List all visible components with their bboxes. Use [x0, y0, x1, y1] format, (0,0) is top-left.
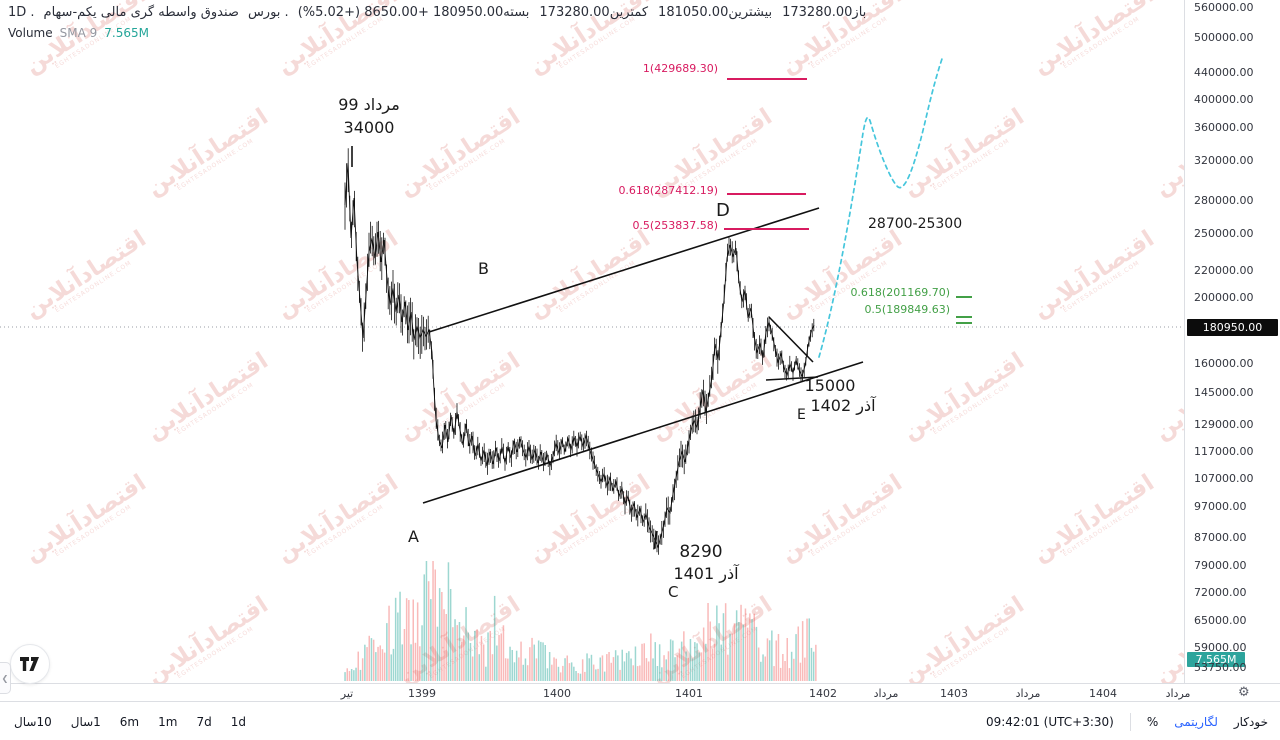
time-axis-label: 1399 [408, 687, 436, 700]
gear-icon[interactable]: ⚙ [1238, 685, 1250, 700]
time-axis-label: مرداد [1165, 687, 1191, 700]
timeframe-label: 1D . [8, 5, 35, 20]
annotation-fib-05: 0.5(253837.58) [632, 219, 718, 232]
annotation-wave-b: B [478, 259, 489, 278]
annotation-fibg-0618: 0.618(201169.70) [850, 286, 950, 299]
range-button-1سال[interactable]: 1سال [70, 714, 101, 729]
c-low-pointer [653, 530, 658, 550]
triangle-descending-line [768, 316, 814, 363]
range-button-10سال[interactable]: 10سال [14, 714, 52, 729]
symbol-legend[interactable]: 1D . صندوق واسطه گری مالی یکم-سهام بورس … [8, 5, 866, 20]
price-axis-label: 87000.00 [1194, 531, 1247, 544]
price-axis-label: 117000.00 [1194, 445, 1254, 458]
annotation-target-range: 28700-25300 [868, 216, 963, 232]
log-scale-toggle[interactable]: لگاریتمی [1174, 714, 1218, 729]
projection-dashed-path [818, 55, 944, 358]
price-axis-label: 160000.00 [1194, 357, 1254, 370]
legend-field-high: بیشترین181050.00 [658, 5, 773, 20]
left-panel-collapse-handle[interactable]: ❮ [0, 662, 11, 694]
time-axis[interactable]: ⚙ تیر 1399 1400 1401 1402 مرداد 1403 مرداد 1404 م… [0, 683, 1280, 702]
legend-field-open: باز173280.00 [782, 5, 867, 20]
date-range-buttons: 10سال 1سال 6m 1m 7d 1d [14, 702, 246, 740]
last-price-tag: 180950.00 [1187, 319, 1278, 336]
price-axis-label: 129000.00 [1194, 418, 1254, 431]
clock-label[interactable]: 09:42:01 (UTC+3:30) [985, 714, 1114, 729]
indicator-params: SMA 9 [59, 26, 98, 40]
candlestick-series [344, 148, 815, 555]
price-axis-label: 280000.00 [1194, 194, 1254, 207]
annotation-peak-month: مرداد 99 [338, 95, 400, 114]
annotation-fib-1: 1(429689.30) [642, 62, 718, 75]
chart-svg [0, 55, 1184, 681]
annotation-wave-a: A [408, 527, 419, 546]
annotation-fibg-05: 0.5(189849.63) [864, 303, 950, 316]
price-axis[interactable]: 180950.00 7.565M 560000.00 500000.00 44000… [1184, 0, 1280, 683]
volume-bars [344, 561, 817, 681]
price-axis-label: 440000.00 [1194, 66, 1254, 79]
price-backbone [344, 162, 815, 549]
time-axis-label: 1401 [675, 687, 703, 700]
annotation-c-price: 8290 [679, 542, 723, 562]
tradingview-logo[interactable] [10, 644, 50, 684]
exchange-label: بورس . [247, 5, 289, 20]
time-axis-label: 1403 [940, 687, 968, 700]
price-axis-label: 320000.00 [1194, 154, 1254, 167]
range-button-1d[interactable]: 1d [230, 714, 246, 729]
annotation-e-month: آذر 1402 [810, 396, 876, 415]
price-axis-label: 145000.00 [1194, 386, 1254, 399]
volume-indicator-legend[interactable]: Volume SMA 9 7.565M [8, 26, 149, 40]
price-axis-label: 65000.00 [1194, 614, 1247, 627]
toolbar-divider [1129, 712, 1131, 731]
indicator-name: Volume [8, 26, 53, 40]
legend-field-low: کمترین173280.00 [539, 5, 649, 20]
price-axis-label: 72000.00 [1194, 586, 1247, 599]
annotation-wave-e: E [797, 407, 806, 423]
toolbar-right-group: 09:42:01 (UTC+3:30) % لگاریتمی خودکار [986, 702, 1268, 740]
annotation-fib-0618: 0.618(287412.19) [618, 184, 718, 197]
price-axis-label: 560000.00 [1194, 1, 1254, 14]
price-axis-label: 107000.00 [1194, 472, 1254, 485]
price-axis-label: 79000.00 [1194, 559, 1247, 572]
bottom-toolbar: 10سال 1سال 6m 1m 7d 1d 09:42:01 (UTC+3:30) % … [0, 701, 1280, 740]
price-axis-label: 500000.00 [1194, 31, 1254, 44]
range-button-1m[interactable]: 1m [158, 714, 178, 729]
annotation-wave-d: D [716, 200, 730, 221]
lower-channel-line-A-E [422, 361, 864, 504]
time-axis-label: 1400 [543, 687, 571, 700]
price-axis-label: 250000.00 [1194, 227, 1254, 240]
price-axis-label: 59000.00 [1194, 641, 1247, 654]
ohlc-values: بسته180950.00 +8650.00 (+5.02%) کمترین173… [298, 5, 867, 20]
symbol-name: صندوق واسطه گری مالی یکم-سهام [43, 5, 239, 20]
time-axis-label: مرداد [1015, 687, 1041, 700]
tradingview-logo-glyph [20, 657, 39, 671]
chart-canvas[interactable]: اقتصادآنلاین EGHTESADONLINE.COM اقتصادآنلا… [0, 0, 1184, 683]
price-axis-label: 400000.00 [1194, 93, 1254, 106]
time-axis-label: 1402 [809, 687, 837, 700]
legend-field-close: بسته180950.00 +8650.00 (+5.02%) [297, 5, 530, 20]
auto-scale-toggle[interactable]: خودکار [1233, 714, 1268, 729]
percent-scale-toggle[interactable]: % [1146, 714, 1159, 729]
volume-value-tag: 7.565M [1187, 652, 1245, 667]
triangle-base-line [765, 376, 819, 381]
annotation-wave-c: C [668, 583, 679, 601]
price-axis-label: 97000.00 [1194, 500, 1247, 513]
range-button-6m[interactable]: 6m [119, 714, 140, 729]
annotation-peak-price: 34000 [343, 118, 395, 137]
price-axis-label: 200000.00 [1194, 291, 1254, 304]
price-axis-label: 53750.00 [1194, 661, 1247, 674]
annotation-e-price: 15000 [804, 376, 856, 395]
time-axis-label: 1404 [1089, 687, 1117, 700]
annotation-c-month: آذر 1401 [673, 564, 739, 583]
price-axis-label: 220000.00 [1194, 264, 1254, 277]
time-axis-label: مرداد [873, 687, 899, 700]
price-axis-label: 360000.00 [1194, 121, 1254, 134]
range-button-7d[interactable]: 7d [196, 714, 212, 729]
indicator-value: 7.565M [104, 26, 149, 40]
time-axis-label: تیر [340, 687, 354, 700]
